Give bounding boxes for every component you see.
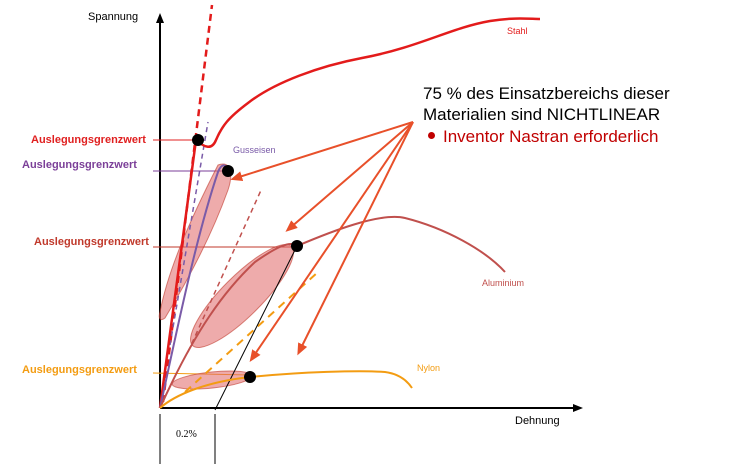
bullet-dot-icon (428, 132, 435, 140)
steel-limit-label: Auslegungsgrenzwert (31, 134, 146, 146)
steel-limit-point (192, 134, 204, 146)
steel-label: Stahl (507, 26, 528, 36)
y-axis-label: Spannung (88, 11, 138, 23)
nylon-limit-point (244, 371, 256, 383)
nonlinear-note: 75 % des Einsatzbereichs dieser Material… (423, 83, 723, 149)
note-line-1: 75 % des Einsatzbereichs dieser (423, 84, 670, 103)
note-arrow-aluminium (285, 121, 414, 232)
castiron-limit-point (222, 165, 234, 177)
nylon-label: Nylon (417, 363, 440, 373)
castiron-label: Gusseisen (233, 145, 276, 155)
x-axis-label: Dehnung (515, 415, 560, 427)
nylon-elastic-dashed (184, 271, 319, 393)
castiron-curve (159, 164, 229, 409)
aluminium-elastic-dashed (187, 187, 263, 353)
aluminium-label: Aluminium (482, 278, 524, 288)
nylon-curve (159, 370, 413, 409)
castiron-elastic-dashed (169, 121, 209, 346)
castiron-limit-label: Auslegungsgrenzwert (22, 159, 137, 171)
steel-curve (158, 17, 541, 409)
aluminium-limit-point (291, 240, 303, 252)
offset-line (214, 247, 297, 411)
nylon-region (171, 370, 253, 390)
note-arrow-castiron (230, 121, 414, 181)
note-bullet: Inventor Nastran erforderlich (428, 125, 723, 149)
aluminium-limit-label: Auslegungsgrenzwert (34, 236, 149, 248)
offset-label: 0.2% (176, 429, 197, 440)
note-arrow-nylon-upper (297, 121, 414, 356)
nylon-limit-label: Auslegungsgrenzwert (22, 364, 137, 376)
note-arrow-nylon-lower (249, 121, 414, 362)
note-bullet-text: Inventor Nastran erforderlich (443, 127, 659, 146)
note-line-2: Materialien sind NICHTLINEAR (423, 105, 661, 124)
